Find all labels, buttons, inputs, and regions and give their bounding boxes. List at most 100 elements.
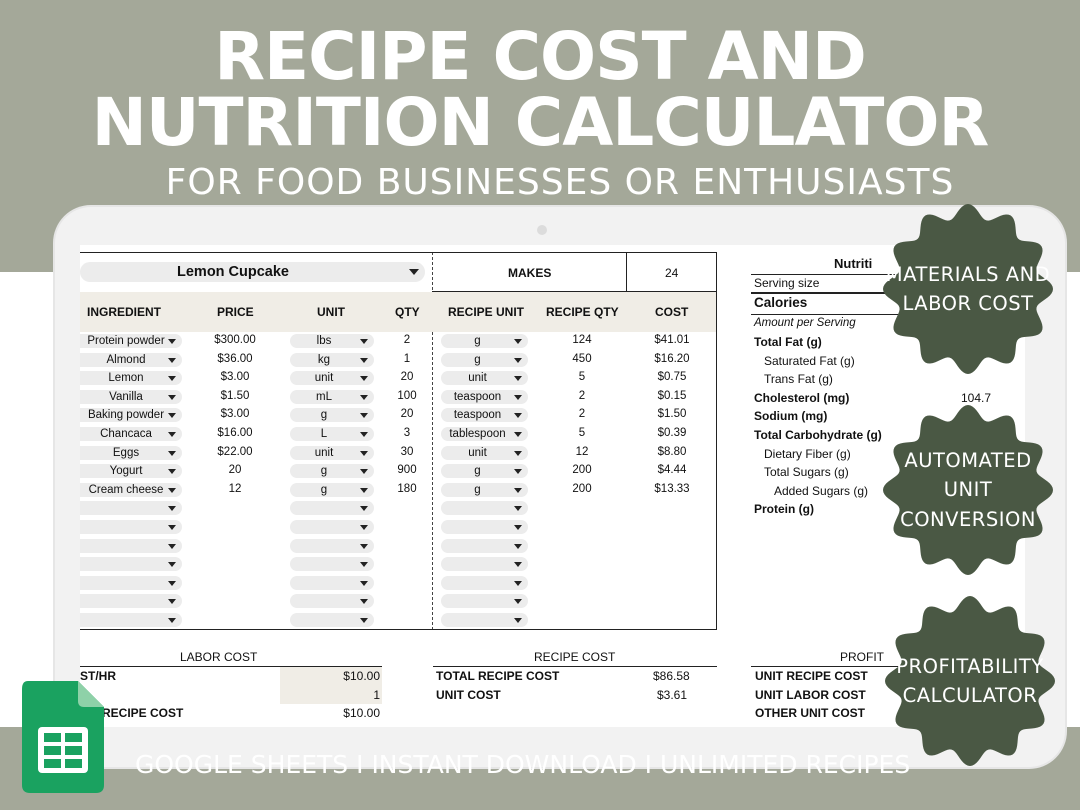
chevron-down-icon	[360, 506, 368, 512]
ingredient-dropdown[interactable]: Almond	[80, 352, 182, 367]
ingredient-dropdown[interactable]: Yogurt	[80, 464, 182, 479]
recipe-unit-dropdown[interactable]	[441, 575, 528, 590]
unit-dropdown[interactable]: mL	[290, 389, 374, 404]
ingredient-dropdown[interactable]	[80, 557, 182, 572]
labor-row1-value[interactable]: $10.00	[343, 669, 380, 683]
chevron-down-icon	[514, 394, 522, 400]
chevron-down-icon	[514, 413, 522, 419]
ingredient-dropdown[interactable]: Chancaca	[80, 427, 182, 441]
unit-dropdown[interactable]: g	[290, 408, 374, 423]
recipe-unit-dropdown[interactable]	[441, 501, 528, 516]
unit-dropdown[interactable]	[290, 501, 374, 516]
price-cell[interactable]: $16.00	[217, 427, 253, 439]
recipe-qty-cell[interactable]: 5	[578, 371, 586, 384]
unit-dropdown[interactable]: unit	[290, 445, 374, 460]
ingredient-dropdown[interactable]	[80, 520, 182, 534]
unit-dropdown[interactable]	[290, 613, 374, 627]
price-cell[interactable]: 20	[228, 464, 242, 477]
qty-cell[interactable]: 30	[400, 445, 414, 458]
recipe-qty-cell[interactable]: 200	[572, 464, 592, 477]
recipe-name-dropdown[interactable]: Lemon Cupcake	[80, 262, 425, 282]
unit-dropdown[interactable]: L	[290, 427, 374, 441]
unit-dropdown[interactable]	[290, 575, 374, 590]
price-cell[interactable]: 12	[228, 482, 242, 495]
price-cell[interactable]: $22.00	[217, 445, 253, 458]
recipe-unit-dropdown[interactable]: g	[441, 464, 528, 479]
recipe-unit-dropdown[interactable]	[441, 613, 528, 627]
price-cell[interactable]: $1.50	[220, 389, 250, 402]
ingredient-name: Eggs	[112, 446, 140, 459]
recipe-unit-dropdown[interactable]: teaspoon	[441, 389, 528, 404]
chevron-down-icon	[514, 339, 522, 344]
ingredient-dropdown[interactable]	[80, 575, 182, 590]
recipe-qty-cell[interactable]: 124	[572, 334, 592, 346]
recipe-unit-dropdown[interactable]: g	[441, 334, 528, 348]
price-cell[interactable]: $300.00	[214, 334, 256, 346]
recipe-unit-dropdown[interactable]: g	[441, 482, 528, 497]
unit-dropdown[interactable]: unit	[290, 371, 374, 386]
header-row-bg	[80, 292, 716, 332]
chevron-down-icon	[168, 506, 176, 512]
recipe-unit-dropdown[interactable]	[441, 557, 528, 572]
price-cell[interactable]: $3.00	[220, 371, 250, 384]
ingredient-dropdown[interactable]	[80, 538, 182, 553]
ingredient-dropdown[interactable]: Lemon	[80, 371, 182, 386]
recipe-qty-cell[interactable]: 5	[578, 427, 586, 439]
nutrition-item: Dietary Fiber (g)	[764, 446, 851, 461]
unit-dropdown[interactable]	[290, 538, 374, 553]
recipe-qty-cell[interactable]: 450	[572, 352, 592, 365]
labor-row2-value[interactable]: 1	[373, 688, 380, 702]
price-cell[interactable]: $3.00	[220, 408, 250, 421]
qty-cell[interactable]: 2	[403, 334, 411, 346]
recipe-unit-dropdown[interactable]: teaspoon	[441, 408, 528, 423]
qty-cell[interactable]: 1	[403, 352, 411, 365]
ingredient-dropdown[interactable]: Eggs	[80, 445, 182, 460]
ingredient-dropdown[interactable]	[80, 594, 182, 609]
recipe-unit-dropdown[interactable]: unit	[441, 371, 528, 386]
nutrition-item: Total Fat (g)	[754, 335, 822, 349]
recipe-unit-dropdown[interactable]: unit	[441, 445, 528, 460]
recipe-unit-dropdown[interactable]	[441, 520, 528, 534]
unit-value: mL	[316, 390, 332, 403]
qty-cell[interactable]: 900	[397, 464, 417, 477]
unit-dropdown[interactable]: g	[290, 482, 374, 497]
chevron-down-icon	[360, 469, 368, 475]
recipe-qty-cell[interactable]: 12	[575, 445, 589, 458]
price-cell[interactable]: $36.00	[217, 352, 253, 365]
qty-cell[interactable]: 20	[400, 408, 414, 421]
qty-cell[interactable]: 20	[400, 371, 414, 384]
makes-value[interactable]: 24	[665, 266, 679, 280]
qty-cell[interactable]: 3	[403, 427, 411, 439]
unit-dropdown[interactable]: kg	[290, 352, 374, 367]
amount-per-serving: Amount per Serving	[754, 317, 856, 329]
unit-dropdown[interactable]	[290, 594, 374, 609]
qty-cell[interactable]: 100	[397, 389, 417, 402]
recipe-cost-title: RECIPE COST	[534, 650, 616, 664]
ingredient-dropdown[interactable]	[80, 501, 182, 516]
footer-tagline: GOOGLE SHEETS I INSTANT DOWNLOAD I UNLIM…	[135, 750, 911, 779]
recipe-name: Lemon Cupcake	[177, 264, 289, 280]
chevron-down-icon	[360, 487, 368, 493]
unit-dropdown[interactable]: g	[290, 464, 374, 479]
recipe-unit-dropdown[interactable]	[441, 594, 528, 609]
qty-cell[interactable]: 180	[397, 482, 417, 495]
cost-cell: $0.15	[657, 389, 687, 402]
profit-row-2: UNIT LABOR COST	[755, 688, 866, 702]
cost-cell: $1.50	[657, 408, 687, 421]
recipe-qty-cell[interactable]: 200	[572, 482, 592, 495]
unit-dropdown[interactable]	[290, 557, 374, 572]
recipe-qty-cell[interactable]: 2	[578, 389, 586, 402]
ingredient-dropdown[interactable]: Cream cheese	[80, 482, 182, 497]
chevron-down-icon	[168, 413, 176, 419]
recipe-qty-cell[interactable]: 2	[578, 408, 586, 421]
unit-dropdown[interactable]: lbs	[290, 334, 374, 348]
ingredient-dropdown[interactable]	[80, 613, 182, 627]
recipe-unit-dropdown[interactable]: g	[441, 352, 528, 367]
cholesterol-value: 104.7	[961, 391, 992, 405]
recipe-unit-dropdown[interactable]: tablespoon	[441, 427, 528, 441]
ingredient-dropdown[interactable]: Baking powder	[80, 408, 182, 423]
recipe-unit-dropdown[interactable]	[441, 538, 528, 553]
unit-dropdown[interactable]	[290, 520, 374, 534]
ingredient-dropdown[interactable]: Protein powder	[80, 334, 182, 348]
ingredient-dropdown[interactable]: Vanilla	[80, 389, 182, 404]
